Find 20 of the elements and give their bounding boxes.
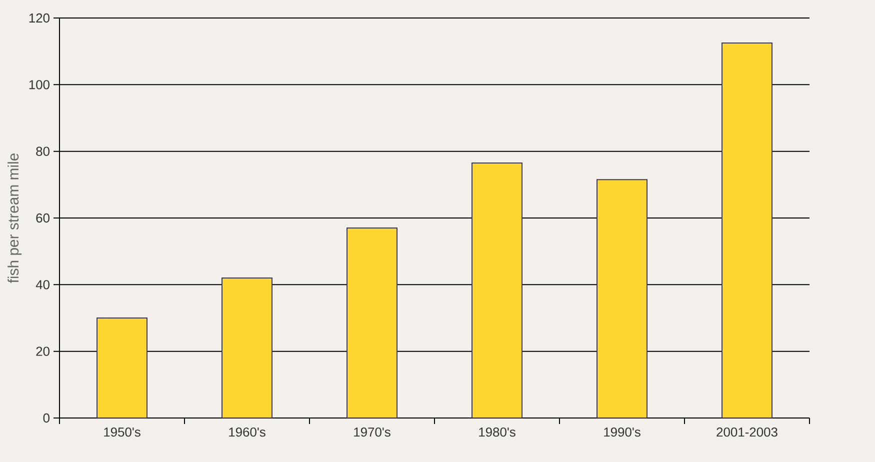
x-tick-label: 2001-2003 — [716, 427, 778, 437]
y-tick-label: 120 — [29, 13, 50, 23]
bar — [472, 162, 523, 418]
y-tick-label: 20 — [36, 346, 50, 356]
bar — [96, 318, 148, 418]
bar — [596, 179, 648, 418]
y-tick-label: 40 — [36, 280, 50, 290]
x-tick-label: 1970's — [354, 427, 390, 437]
y-tick-label: 100 — [29, 80, 50, 90]
y-tick-label: 0 — [43, 413, 50, 423]
x-tick-label: 1960's — [229, 427, 266, 437]
x-tick-label: 1990's — [604, 427, 640, 437]
x-tick-label: 1950's — [104, 427, 140, 437]
y-tick-label: 80 — [36, 146, 50, 156]
bar — [222, 278, 273, 418]
bar — [346, 227, 398, 418]
bar — [722, 42, 773, 418]
y-axis-title: fish per stream mile — [8, 154, 22, 283]
x-tick-label: 1980's — [479, 427, 516, 437]
y-tick-label: 60 — [36, 213, 50, 223]
